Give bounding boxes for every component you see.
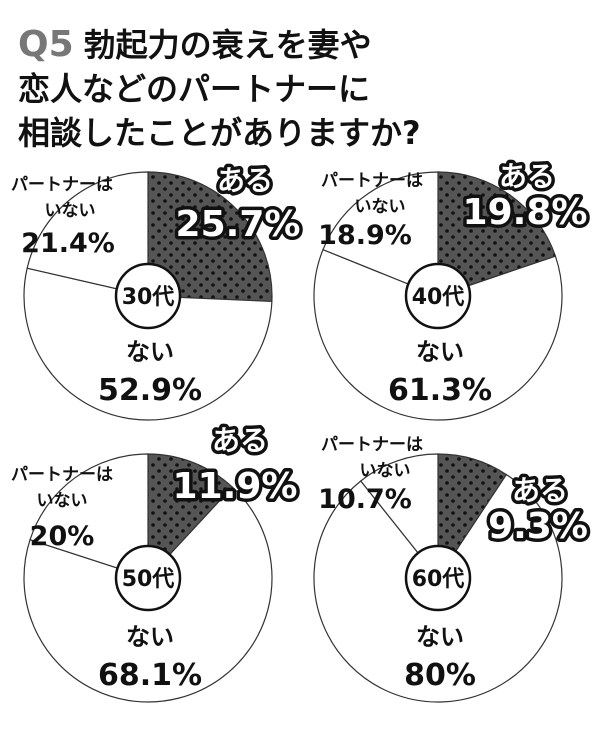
no-label: ない [126,338,174,366]
no-value: 68.1% [98,658,202,693]
no-partner-label-line-1: パートナーは [11,465,113,485]
page-title-line-3: 相談したことがありますか? [18,114,421,152]
age-group-label: 50代 [122,567,175,592]
pie-slice-no [23,267,273,421]
no-partner-value: 10.7% [318,484,412,515]
yes-label: ある [212,424,268,457]
page-title-line-2: 恋人などのパートナーに [18,70,370,108]
no-label: ない [416,338,464,366]
pie-slice-no-partner [322,171,439,297]
age-group-label: 30代 [122,285,175,310]
age-group-label: 40代 [412,285,465,310]
pie-slice-yes [147,453,234,580]
center-circle [114,262,182,330]
yes-label: ある [499,160,555,193]
question-number: Q5 [18,24,74,65]
no-partner-label-line-1: パートナーは [321,435,423,455]
pie-slice-no [313,248,563,421]
center-circle [404,544,472,612]
yes-value: 25.7% [176,204,301,245]
no-value: 52.9% [98,373,202,408]
center-circle [114,544,182,612]
yes-label: ある [512,474,568,507]
pie-slice-no-partner [26,171,149,297]
no-partner-label-line-2: いない [45,201,96,221]
center-circle [404,262,472,330]
no-partner-label-line-2: いない [355,197,406,217]
no-partner-label-line-1: パートナーは [11,175,113,195]
no-label: ない [126,623,174,651]
no-partner-value: 18.9% [318,220,412,251]
pie-slice-yes [437,171,557,297]
age-group-label: 60代 [412,567,465,592]
no-label: ない [416,623,464,651]
no-partner-label-line-2: いない [360,461,411,481]
yes-value: 11.9% [173,466,298,507]
no-partner-value: 20% [30,521,95,552]
no-partner-value: 21.4% [21,228,115,259]
no-partner-label-line-2: いない [37,491,88,511]
pie-slice-yes [147,171,273,303]
yes-value: 19.8% [463,192,588,233]
no-value: 61.3% [388,373,492,408]
pie-slice-no-partner [359,453,439,580]
no-partner-label-line-1: パートナーは [321,171,423,191]
no-value: 80% [404,658,476,693]
yes-value: 9.3% [488,506,588,547]
yes-label: ある [217,164,273,197]
pie-slice-no-partner [29,453,149,579]
page-title-line-1: Q5 勃起力の衰えを妻や [18,24,372,65]
